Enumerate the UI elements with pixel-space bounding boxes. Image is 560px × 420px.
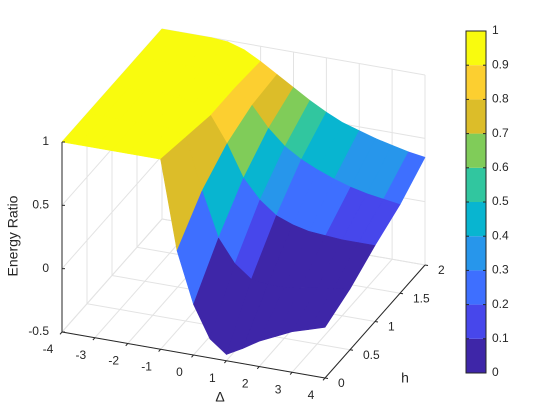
y-tick	[399, 292, 404, 295]
colorbar-tick-label: 0.9	[492, 57, 509, 71]
y-tick-label: 0.5	[363, 348, 380, 362]
x-tick-label: 1	[209, 371, 216, 385]
colorbar-tick-label: 0.3	[492, 263, 509, 277]
y-tick-label: 1.5	[413, 291, 430, 305]
colorbar-tick-label: 0.7	[492, 126, 509, 140]
grid-line	[61, 155, 163, 269]
x-tick	[322, 377, 326, 381]
x-tick	[125, 343, 129, 347]
colorbar-tick-label: 0.8	[492, 92, 509, 106]
colorbar-tick-label: 0.2	[492, 297, 509, 311]
y-tick-label: 1	[388, 320, 395, 334]
y-tick	[424, 264, 429, 266]
surface-patch	[308, 288, 351, 330]
colorbar-swatch	[466, 270, 486, 305]
x-tick-label: 3	[275, 382, 282, 396]
y-axis-label: h	[401, 370, 409, 386]
colorbar-swatch	[466, 31, 486, 66]
colorbar-tick-label: 0	[492, 365, 499, 379]
colorbar-swatch	[466, 133, 486, 168]
x-tick-label: 4	[308, 388, 315, 402]
colorbar-swatch	[466, 202, 486, 237]
z-tick-label: 1	[42, 134, 49, 148]
x-tick-label: 2	[242, 377, 249, 391]
x-tick	[191, 354, 194, 358]
x-tick-label: 0	[176, 365, 183, 379]
colorbar-tick-label: 0.5	[492, 194, 509, 208]
x-tick-label: -2	[108, 354, 119, 368]
colorbar-swatch	[466, 65, 486, 100]
x-tick-label: -4	[43, 342, 54, 356]
x-tick	[59, 331, 63, 335]
z-tick-label: 0	[42, 261, 49, 275]
x-tick	[223, 360, 227, 364]
y-tick	[349, 349, 354, 351]
x-axis-label: Δ	[215, 389, 224, 405]
colorbar-swatch	[466, 99, 486, 134]
colorbar-swatch	[466, 167, 486, 202]
y-tick	[324, 377, 329, 379]
z-tick-label: -0.5	[28, 324, 49, 338]
grid-line	[61, 218, 163, 333]
z-tick-label: 0.5	[32, 198, 49, 212]
x-tick	[256, 366, 260, 370]
colorbar-swatch	[466, 304, 486, 339]
y-tick-label: 2	[438, 263, 445, 277]
z-axis-label: Energy Ratio	[5, 195, 21, 276]
y-tick	[374, 321, 379, 323]
x-tick	[92, 337, 96, 341]
colorbar-tick-label: 0.1	[492, 331, 509, 345]
colorbar-tick-label: 1	[492, 23, 499, 37]
colorbar-tick-label: 0.4	[492, 228, 509, 242]
x-tick	[289, 371, 293, 375]
colorbar-tick-label: 0.6	[492, 160, 509, 174]
x-tick-label: -3	[76, 348, 87, 362]
colorbar-swatch	[466, 338, 486, 373]
y-tick-label: 0	[338, 376, 345, 390]
colorbar-swatch	[466, 236, 486, 271]
x-tick	[158, 348, 162, 352]
x-tick-label: -1	[141, 359, 152, 373]
